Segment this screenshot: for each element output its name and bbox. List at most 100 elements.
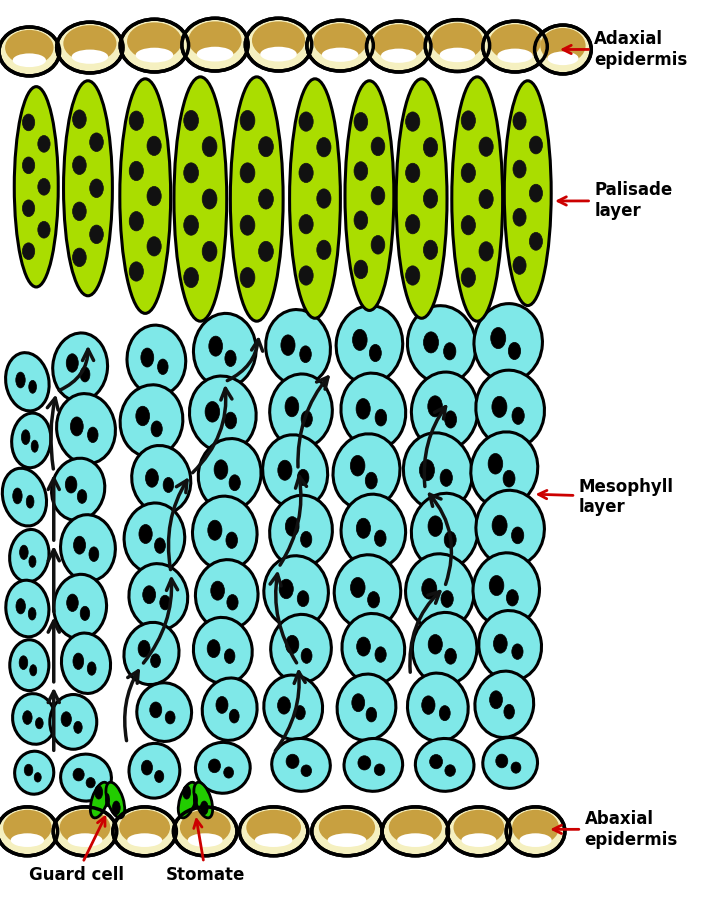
- Ellipse shape: [12, 413, 51, 468]
- Ellipse shape: [141, 760, 152, 775]
- Ellipse shape: [513, 257, 526, 274]
- Ellipse shape: [226, 532, 237, 548]
- Ellipse shape: [61, 712, 71, 726]
- FancyArrowPatch shape: [275, 672, 305, 751]
- Ellipse shape: [503, 470, 515, 487]
- Ellipse shape: [428, 635, 443, 654]
- Ellipse shape: [88, 662, 96, 675]
- Ellipse shape: [28, 608, 36, 620]
- Ellipse shape: [201, 801, 208, 814]
- Ellipse shape: [38, 136, 50, 152]
- Ellipse shape: [439, 705, 450, 721]
- Ellipse shape: [406, 215, 420, 234]
- Ellipse shape: [2, 469, 47, 526]
- Ellipse shape: [193, 496, 257, 570]
- Ellipse shape: [73, 653, 84, 669]
- Ellipse shape: [61, 514, 115, 581]
- Ellipse shape: [194, 782, 213, 818]
- Ellipse shape: [489, 691, 503, 709]
- Ellipse shape: [443, 343, 456, 359]
- Ellipse shape: [474, 304, 542, 381]
- Ellipse shape: [520, 834, 551, 847]
- Ellipse shape: [445, 411, 457, 428]
- Ellipse shape: [157, 359, 168, 374]
- Text: Mesophyll
layer: Mesophyll layer: [539, 478, 674, 516]
- Ellipse shape: [513, 112, 526, 130]
- Ellipse shape: [119, 810, 170, 845]
- Ellipse shape: [54, 574, 107, 639]
- Ellipse shape: [240, 268, 255, 288]
- Ellipse shape: [424, 138, 438, 157]
- Ellipse shape: [225, 649, 235, 664]
- Ellipse shape: [371, 138, 385, 156]
- Ellipse shape: [419, 459, 434, 481]
- Ellipse shape: [155, 538, 165, 553]
- Ellipse shape: [240, 110, 255, 130]
- Ellipse shape: [412, 372, 478, 450]
- Ellipse shape: [181, 18, 249, 71]
- Ellipse shape: [29, 556, 36, 568]
- Ellipse shape: [264, 675, 323, 739]
- Ellipse shape: [141, 348, 154, 367]
- Ellipse shape: [530, 184, 542, 202]
- Ellipse shape: [73, 722, 82, 734]
- FancyArrowPatch shape: [298, 377, 328, 467]
- Ellipse shape: [30, 665, 37, 676]
- Ellipse shape: [301, 765, 311, 777]
- Ellipse shape: [371, 186, 385, 204]
- Ellipse shape: [511, 762, 521, 773]
- Ellipse shape: [127, 834, 162, 847]
- Ellipse shape: [285, 397, 299, 416]
- Ellipse shape: [129, 744, 180, 798]
- Ellipse shape: [174, 77, 227, 321]
- Ellipse shape: [252, 21, 305, 60]
- Ellipse shape: [184, 163, 198, 182]
- Ellipse shape: [80, 606, 90, 621]
- Ellipse shape: [461, 268, 475, 287]
- Ellipse shape: [299, 266, 313, 285]
- Ellipse shape: [313, 23, 366, 60]
- Ellipse shape: [356, 399, 370, 419]
- Ellipse shape: [397, 834, 433, 847]
- Ellipse shape: [297, 591, 309, 607]
- Ellipse shape: [279, 580, 293, 599]
- Ellipse shape: [61, 633, 111, 693]
- Ellipse shape: [270, 495, 333, 568]
- Ellipse shape: [165, 711, 175, 724]
- Ellipse shape: [483, 737, 537, 789]
- FancyArrowPatch shape: [424, 406, 445, 487]
- Ellipse shape: [270, 374, 333, 448]
- Ellipse shape: [59, 810, 110, 845]
- Ellipse shape: [208, 520, 222, 540]
- Ellipse shape: [86, 778, 95, 788]
- Ellipse shape: [471, 432, 538, 508]
- Ellipse shape: [299, 112, 313, 131]
- Ellipse shape: [240, 215, 255, 236]
- Ellipse shape: [208, 759, 220, 773]
- Ellipse shape: [504, 81, 551, 305]
- Ellipse shape: [147, 237, 161, 256]
- Ellipse shape: [530, 136, 542, 154]
- Ellipse shape: [412, 613, 477, 685]
- Ellipse shape: [285, 516, 299, 536]
- Ellipse shape: [430, 755, 443, 768]
- Ellipse shape: [445, 648, 456, 664]
- Ellipse shape: [205, 402, 220, 422]
- Ellipse shape: [354, 211, 368, 229]
- Ellipse shape: [534, 25, 591, 74]
- Ellipse shape: [197, 47, 233, 61]
- Ellipse shape: [184, 268, 198, 288]
- Ellipse shape: [73, 536, 85, 554]
- Ellipse shape: [73, 249, 86, 267]
- Ellipse shape: [150, 654, 160, 668]
- Ellipse shape: [350, 456, 365, 476]
- Ellipse shape: [341, 373, 406, 449]
- Ellipse shape: [415, 738, 474, 791]
- Ellipse shape: [334, 555, 401, 629]
- Ellipse shape: [120, 19, 189, 72]
- Ellipse shape: [301, 411, 312, 427]
- Ellipse shape: [6, 580, 49, 636]
- Ellipse shape: [38, 179, 50, 195]
- Ellipse shape: [38, 221, 50, 238]
- Ellipse shape: [71, 50, 108, 64]
